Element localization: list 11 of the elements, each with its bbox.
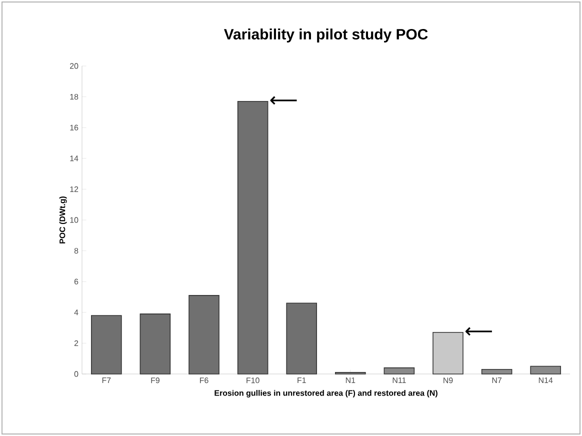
bar (188, 295, 220, 374)
annotation: ⟵ (465, 327, 492, 336)
annotation: ⟵ (270, 96, 297, 105)
bar (481, 368, 512, 374)
bar (91, 315, 122, 374)
bar (140, 314, 171, 374)
bar (286, 302, 318, 374)
chart-title: Variability in pilot study POC (224, 28, 428, 42)
bar (530, 366, 562, 374)
bar (237, 101, 268, 374)
bar (384, 367, 415, 374)
